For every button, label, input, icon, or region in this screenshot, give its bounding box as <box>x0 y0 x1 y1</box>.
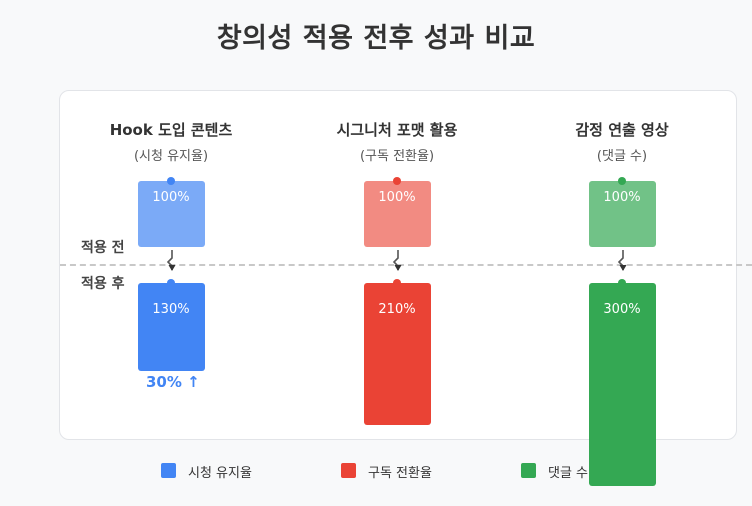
bar-after-signature <box>363 283 431 425</box>
dot-after-emotion <box>618 279 626 287</box>
connector-arrow-emotion <box>617 250 627 271</box>
category-title-emotion: 감정 연출 영상 <box>575 121 669 139</box>
bar-label-after-emotion: 300% <box>603 302 641 317</box>
bar-before-emotion <box>588 181 656 247</box>
bar-label-after-hook: 130% <box>152 302 190 317</box>
bar-label-after-signature: 210% <box>378 302 416 317</box>
after-label: 적용 후 <box>81 276 125 292</box>
improvement-annotation: 30% ↑ <box>146 373 200 391</box>
legend-swatch-hook <box>161 463 176 478</box>
bar-before-hook <box>137 181 205 247</box>
legend-swatch-emotion <box>521 463 536 478</box>
legend-label-emotion: 댓글 수 <box>548 466 589 481</box>
dot-after-signature <box>393 279 401 287</box>
bar-before-signature <box>363 181 431 247</box>
legend-label-hook: 시청 유지율 <box>188 466 252 481</box>
bar-after-emotion <box>588 283 656 486</box>
before-label: 적용 전 <box>81 240 125 256</box>
legend-label-signature: 구독 전환율 <box>368 466 432 481</box>
baseline-divider <box>60 264 752 266</box>
bar-after-hook <box>137 283 205 371</box>
category-subtitle-emotion: (댓글 수) <box>596 149 648 164</box>
dot-after-hook <box>167 279 175 287</box>
connector-arrow-signature <box>392 250 402 271</box>
dot-before-signature <box>393 177 401 185</box>
bar-label-before-signature: 100% <box>378 190 416 205</box>
connector-arrow-hook <box>166 250 176 271</box>
category-subtitle-hook: (시청 유지율) <box>133 149 209 164</box>
chart-title: 창의성 적용 전후 성과 비교 <box>216 23 536 54</box>
dot-before-emotion <box>618 177 626 185</box>
category-title-signature: 시그니처 포맷 활용 <box>336 121 458 139</box>
category-subtitle-signature: (구독 전환율) <box>359 149 435 164</box>
bar-label-before-emotion: 100% <box>603 190 641 205</box>
dot-before-hook <box>167 177 175 185</box>
bar-label-before-hook: 100% <box>152 190 190 205</box>
category-title-hook: Hook 도입 콘텐츠 <box>109 121 233 139</box>
legend-swatch-signature <box>341 463 356 478</box>
